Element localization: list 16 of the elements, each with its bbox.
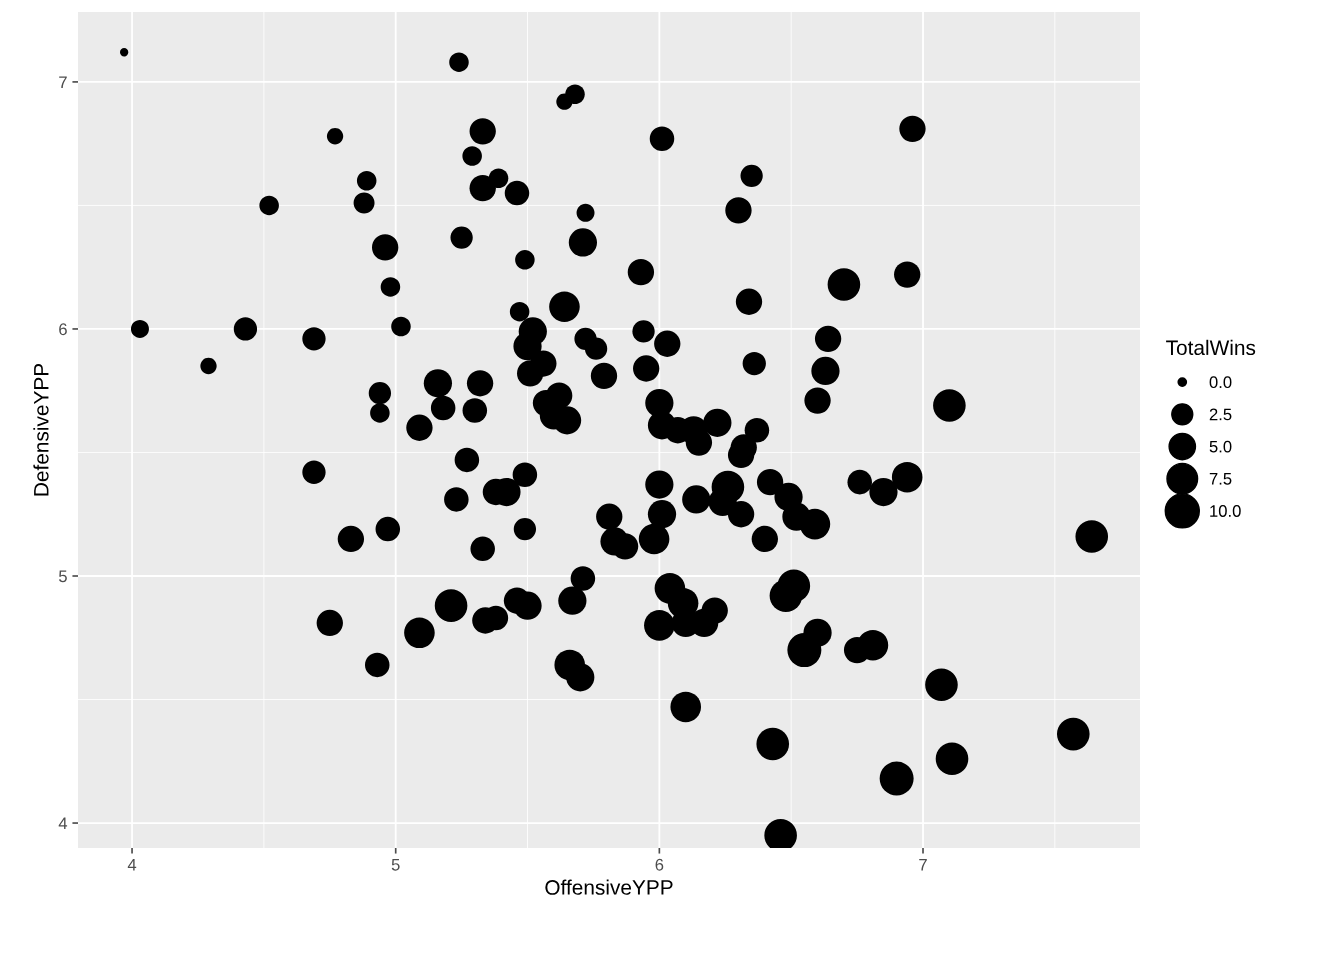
legend-label: 2.5 bbox=[1209, 408, 1232, 421]
legend-label: 5.0 bbox=[1209, 440, 1232, 453]
legend-label: 10.0 bbox=[1210, 505, 1241, 517]
x-tick-label: 7 bbox=[919, 859, 927, 871]
x-tick-label: 5 bbox=[391, 859, 400, 871]
legend-label: 7.5 bbox=[1209, 473, 1232, 485]
legend-title: TotalWins bbox=[1166, 339, 1256, 356]
x-axis-title: OffensiveYPP bbox=[545, 879, 673, 895]
x-tick-label: 4 bbox=[127, 859, 137, 871]
y-tick-label: 5 bbox=[58, 570, 67, 583]
y-tick-label: 7 bbox=[59, 76, 67, 88]
x-tick-label: 6 bbox=[655, 858, 664, 871]
y-axis-title: DefensiveYPP bbox=[33, 363, 49, 496]
y-tick-label: 6 bbox=[59, 323, 67, 336]
y-tick-label: 4 bbox=[58, 817, 68, 830]
legend-label: 0.0 bbox=[1209, 376, 1232, 389]
